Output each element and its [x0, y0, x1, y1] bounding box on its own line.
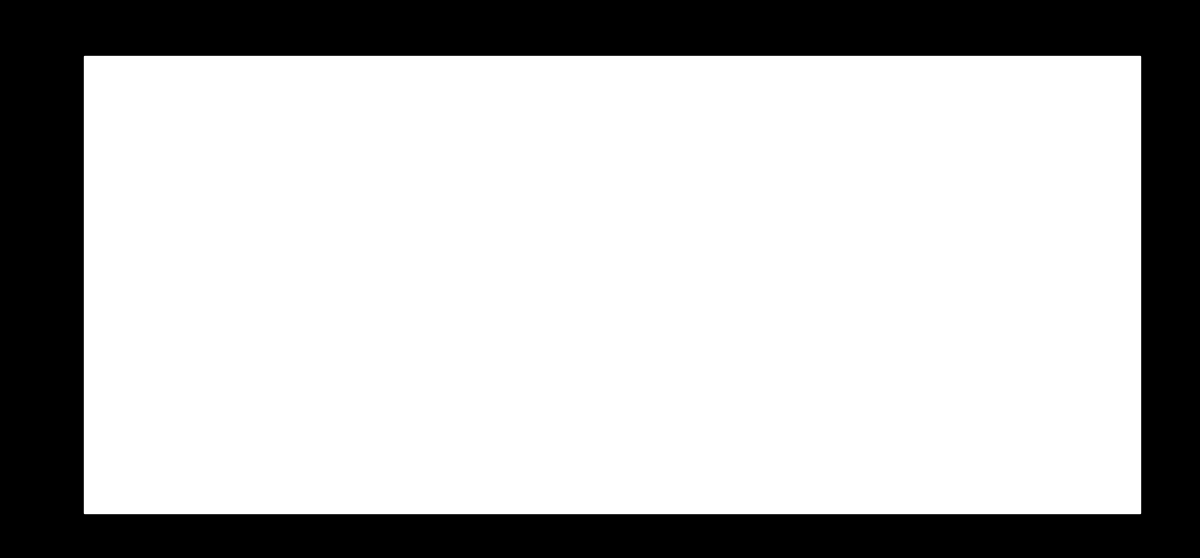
- Circle shape: [1043, 390, 1100, 431]
- Text: 0.050 m: 0.050 m: [838, 384, 890, 397]
- Text: 0.050 m: 0.050 m: [958, 384, 1009, 397]
- Circle shape: [748, 390, 804, 431]
- Text: c.   The work done to move a third charge $q_3$ =: c. The work done to move a third charge …: [200, 273, 578, 292]
- Text: $q_1$: $q_1$: [767, 440, 785, 456]
- Text: 0.060 m: 0.060 m: [978, 297, 1014, 349]
- Text: +: +: [767, 401, 785, 420]
- Text: 2.5x10$^9$C from point B to point A.: 2.5x10$^9$C from point B to point A.: [200, 319, 503, 340]
- Text: b.   The electric potential at B: b. The electric potential at B: [200, 220, 439, 235]
- Text: a.   The electric potential at A: a. The electric potential at A: [200, 166, 439, 181]
- Text: 5.: 5.: [115, 90, 134, 108]
- Text: −: −: [1062, 401, 1081, 420]
- Text: 0.080 m: 0.080 m: [803, 281, 840, 333]
- Text: If $q_1$ = 2.4x10$^9$C and $q_2$ = −6.5x10$^{-9}$C, determine:: If $q_1$ = 2.4x10$^9$C and $q_2$ = −6.5x…: [174, 90, 617, 114]
- Text: $q_2$: $q_2$: [1063, 440, 1080, 456]
- Text: B: B: [923, 197, 935, 212]
- Text: A: A: [918, 424, 929, 439]
